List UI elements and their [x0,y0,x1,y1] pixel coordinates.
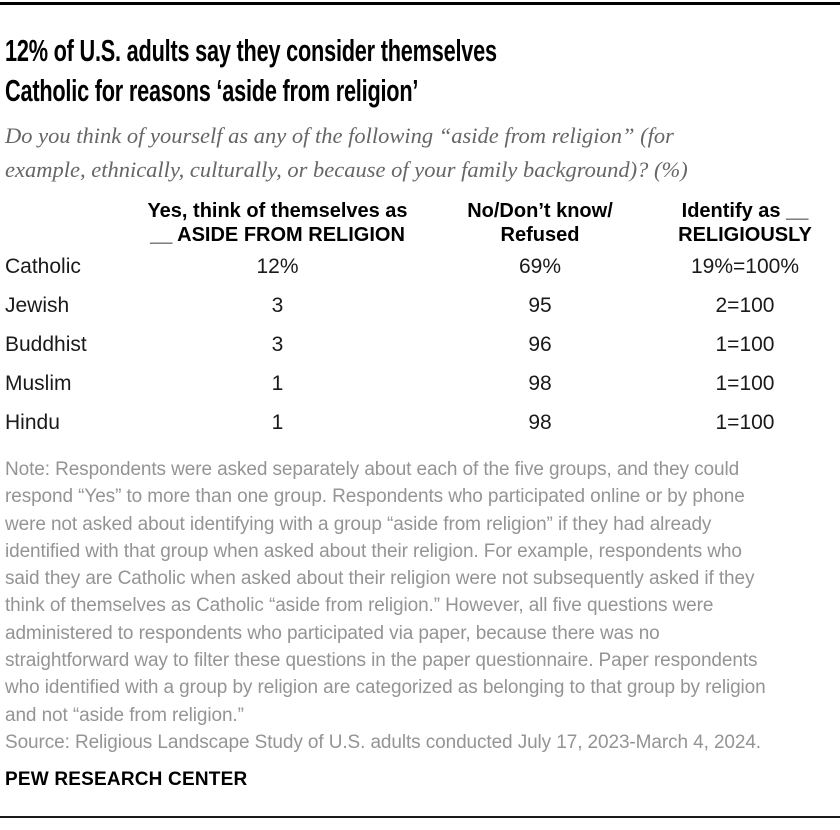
cell-value: 95 [528,293,552,317]
cell-value: 1 [271,410,284,434]
row-label: Buddhist [5,332,87,356]
cell-value: 12% [256,254,299,278]
question-subtitle: Do you think of yourself as any of the f… [5,123,688,182]
row-label: Muslim [5,371,72,395]
source-text: Source: Religious Landscape Study of U.S… [5,731,761,753]
page-title: 12% of U.S. adults say they consider the… [5,33,497,108]
table-row-jewish: Jewish 3 95 2=100 [5,286,835,325]
column-header-no-dk-refused: No/Don’t know/ Refused [467,200,613,246]
note-text: Note: Respondents were asked separately … [5,459,766,726]
table-row-hindu: Hindu 1 98 1=100 [5,403,835,442]
row-label: Catholic [5,254,81,278]
table-row-catholic: Catholic 12% 69% 19%=100% [5,247,835,286]
cell-value: 96 [528,332,552,356]
cell-value: 2=100 [715,293,775,317]
cell-value: 1=100 [715,410,775,434]
cell-value: 1=100 [715,332,775,356]
table-row-buddhist: Buddhist 3 96 1=100 [5,325,835,364]
figure-content: 12% of U.S. adults say they consider the… [0,31,840,792]
cell-value: 19%=100% [690,254,799,278]
bottom-divider [0,816,840,819]
row-label: Jewish [5,293,70,317]
cell-value: 1=100 [715,371,775,395]
cell-value: 3 [271,332,284,356]
cell-value: 69% [518,254,562,278]
cell-value: 1 [271,371,284,395]
table-header-row: Yes, think of themselves as __ ASIDE FRO… [5,199,835,247]
data-table: Yes, think of themselves as __ ASIDE FRO… [5,199,835,442]
cell-value: 98 [528,371,552,395]
pew-research-center-wordmark: PEW RESEARCH CENTER [5,769,248,791]
top-divider [0,2,840,5]
column-header-identify-religiously: Identify as __ RELIGIOUSLY [678,200,812,246]
column-header-aside-from-religion: Yes, think of themselves as __ ASIDE FRO… [147,200,408,246]
cell-value: 98 [528,410,552,434]
row-label: Hindu [5,410,60,434]
cell-value: 3 [271,293,284,317]
table-row-muslim: Muslim 1 98 1=100 [5,364,835,403]
